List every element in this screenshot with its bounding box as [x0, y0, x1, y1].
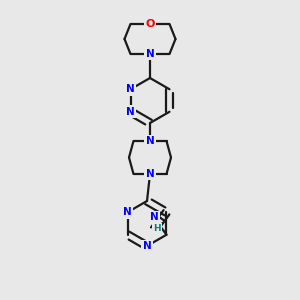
- Text: N: N: [146, 136, 154, 146]
- Text: N: N: [142, 241, 152, 251]
- Text: N: N: [146, 49, 154, 59]
- Text: N: N: [146, 169, 154, 179]
- Text: N: N: [123, 207, 132, 217]
- Text: O: O: [145, 19, 155, 29]
- Text: N: N: [126, 107, 135, 117]
- Text: H: H: [153, 224, 161, 233]
- Text: N: N: [126, 84, 135, 94]
- Text: N: N: [149, 212, 158, 223]
